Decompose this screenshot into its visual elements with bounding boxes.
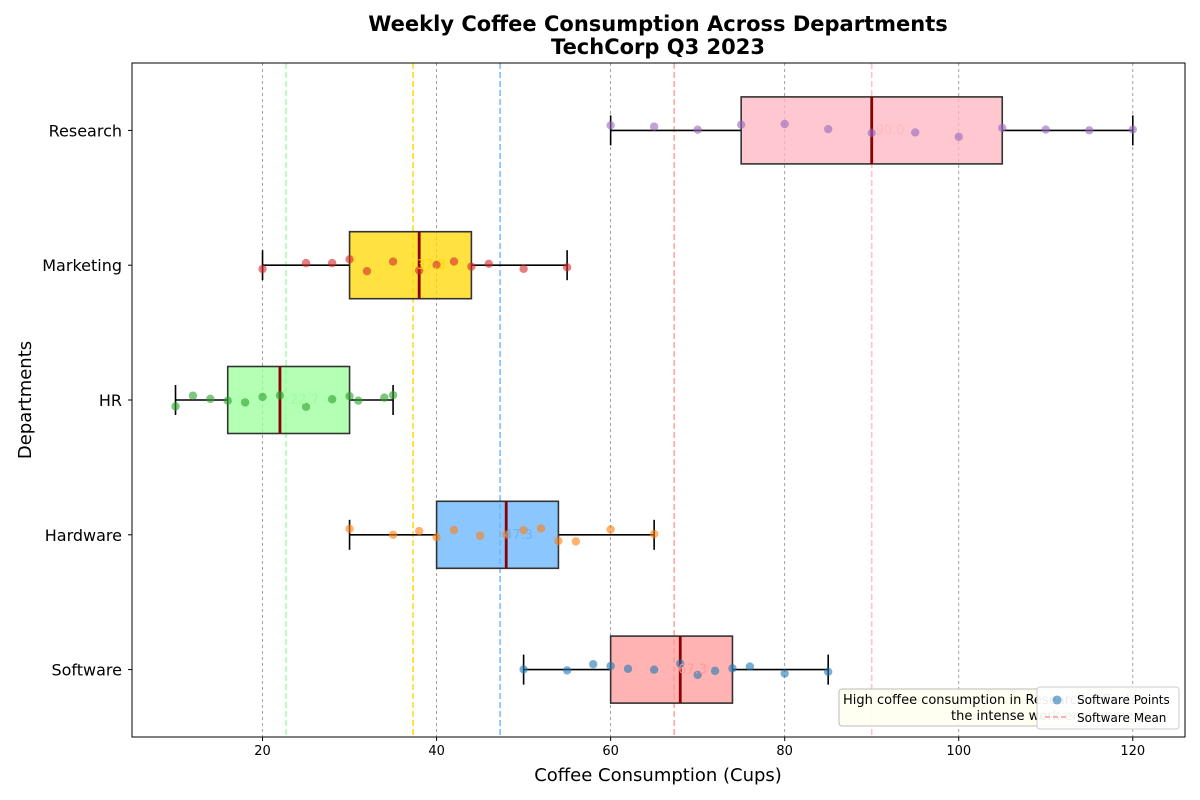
box-hardware — [435, 500, 560, 570]
data-point — [998, 123, 1007, 133]
data-point — [223, 396, 232, 405]
data-point — [1085, 126, 1094, 135]
data-point — [1128, 125, 1137, 134]
data-point — [554, 536, 563, 546]
x-tick-label: 20 — [254, 744, 271, 759]
x-axis-ticks: 20 40 60 80 100 120 — [254, 737, 1145, 759]
data-point — [345, 524, 354, 534]
legend-label-points: Software Points — [1077, 693, 1170, 707]
data-point — [388, 257, 398, 266]
data-point — [562, 263, 572, 272]
data-point — [432, 533, 441, 542]
x-tick-label: 100 — [946, 744, 971, 759]
data-point — [449, 257, 459, 266]
data-point — [327, 395, 337, 404]
legend: Software Points Software Mean — [1036, 686, 1180, 730]
data-point — [693, 670, 702, 680]
data-point — [649, 529, 659, 539]
data-point — [536, 524, 546, 533]
data-point — [954, 132, 963, 141]
data-point — [867, 128, 876, 138]
data-point — [275, 391, 285, 400]
legend-marker-points — [1052, 695, 1062, 705]
data-point — [171, 402, 180, 411]
data-point — [693, 125, 702, 134]
data-point — [258, 392, 267, 402]
mean-label-hardware: 47.3 — [504, 528, 533, 543]
data-point — [380, 393, 389, 402]
data-point — [710, 666, 720, 676]
x-tick-label: 120 — [1120, 744, 1145, 759]
data-point — [1041, 125, 1050, 134]
data-point — [188, 391, 198, 400]
data-point — [736, 120, 746, 129]
data-point — [823, 667, 833, 677]
y-tick-label: Research — [49, 121, 122, 140]
data-point — [388, 530, 398, 539]
data-point — [519, 526, 528, 535]
data-point — [388, 390, 398, 400]
y-tick-label: HR — [99, 391, 122, 410]
x-tick-label: 60 — [602, 744, 619, 759]
data-point — [745, 662, 755, 671]
mean-label-marketing: 37.3 — [417, 258, 446, 273]
data-point — [414, 266, 424, 275]
data-point — [562, 666, 572, 675]
legend-label-mean: Software Mean — [1077, 711, 1166, 725]
data-point — [623, 664, 633, 674]
chart-subtitle: TechCorp Q3 2023 — [551, 35, 765, 59]
data-point — [519, 665, 528, 674]
mean-label-research: 90.0 — [876, 123, 905, 138]
x-tick-label: 80 — [776, 744, 793, 759]
data-point — [911, 128, 920, 137]
data-point — [432, 260, 441, 269]
data-point — [519, 264, 528, 274]
data-point — [589, 660, 598, 669]
data-point — [606, 661, 615, 671]
data-point — [484, 259, 494, 269]
data-point — [301, 258, 311, 268]
data-point — [676, 659, 685, 668]
data-point — [354, 396, 363, 405]
y-tick-label: Software — [51, 661, 122, 680]
data-point — [414, 526, 424, 536]
data-point — [823, 124, 833, 134]
data-point — [780, 669, 789, 678]
y-axis-label: Departments — [15, 341, 36, 459]
data-points — [171, 119, 1137, 680]
data-point — [475, 531, 485, 540]
x-axis-label: Coffee Consumption (Cups) — [534, 765, 782, 786]
data-point — [606, 121, 615, 130]
data-point — [606, 525, 615, 534]
chart-title: Weekly Coffee Consumption Across Departm… — [368, 12, 947, 36]
y-tick-label: Marketing — [42, 256, 122, 275]
data-point — [571, 537, 581, 546]
data-point — [301, 402, 311, 411]
data-point — [728, 664, 737, 673]
data-point — [502, 530, 511, 539]
data-point — [649, 665, 659, 674]
box-marketing — [348, 230, 473, 300]
data-point — [345, 255, 354, 264]
data-point — [362, 266, 372, 276]
mean-labels: 67.3 47.3 22.7 37.3 90.0 — [290, 123, 905, 677]
data-point — [449, 525, 459, 535]
data-point — [327, 258, 337, 268]
y-axis-ticks: Software Hardware HR Marketing Research — [42, 121, 132, 680]
data-point — [467, 262, 476, 271]
data-point — [258, 264, 267, 274]
data-point — [240, 398, 250, 407]
data-point — [345, 392, 354, 401]
data-point — [780, 119, 789, 129]
data-point — [206, 394, 215, 404]
mean-label-software: 67.3 — [678, 663, 707, 678]
y-tick-label: Hardware — [45, 526, 122, 545]
x-tick-label: 40 — [428, 744, 445, 759]
mean-label-hr: 22.7 — [290, 393, 319, 408]
boxes — [174, 96, 1134, 704]
data-point — [649, 122, 659, 131]
